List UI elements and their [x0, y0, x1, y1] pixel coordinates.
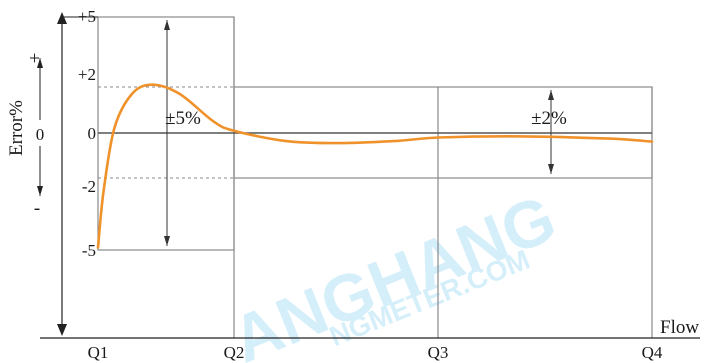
tick-labels: +5 +2 0 -2 -5 Q1 Q2 Q3 Q4	[78, 7, 663, 362]
arrow-2pct-down	[548, 164, 554, 174]
y-sign-plus: +	[25, 53, 46, 64]
y-axis-zero: 0	[36, 125, 45, 144]
arrow-2pct-up	[548, 90, 554, 100]
x-tick-label: Q1	[88, 343, 109, 362]
y-tick-label: -5	[82, 241, 96, 260]
error-curve	[96, 83, 654, 249]
y-tick-label: +2	[78, 65, 96, 84]
plus-arrow-head	[37, 58, 43, 68]
y-axis-arrow-up	[57, 12, 67, 24]
band-label-2pct: ±2%	[531, 108, 567, 129]
y-tick-label: 0	[88, 124, 97, 143]
x-axis-label: Flow	[660, 317, 699, 338]
minus-arrow-head	[37, 186, 43, 196]
y-tick-label: -2	[82, 177, 96, 196]
watermark: ANGHANG NGMETER.COM	[222, 180, 566, 363]
y-axis-label: Error%	[6, 100, 27, 156]
labels: Error% + 0 - Flow ±5% ±2%	[6, 53, 699, 338]
arrow-5pct-up	[164, 20, 170, 30]
arrow-5pct-down	[164, 236, 170, 246]
axes	[37, 12, 700, 339]
x-tick-label: Q4	[642, 343, 663, 362]
y-axis-arrow-down	[57, 324, 67, 336]
x-tick-label: Q3	[428, 343, 449, 362]
y-tick-label: +5	[78, 7, 96, 26]
band-label-5pct: ±5%	[165, 108, 201, 129]
y-sign-minus: -	[34, 198, 40, 219]
x-tick-label: Q2	[224, 343, 245, 362]
